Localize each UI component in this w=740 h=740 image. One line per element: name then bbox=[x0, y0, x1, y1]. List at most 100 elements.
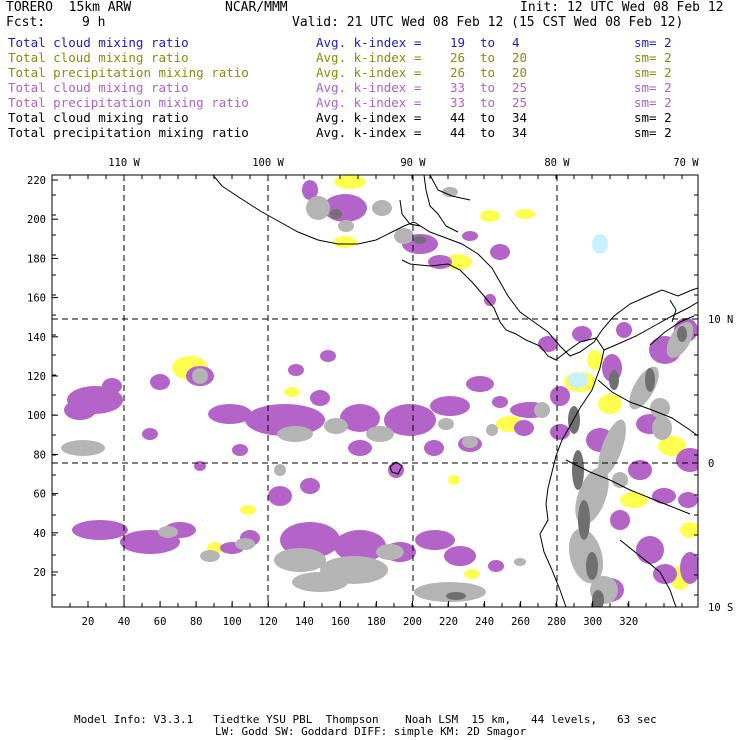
precip-purple-blob bbox=[652, 488, 676, 504]
precip-purple-blob bbox=[572, 326, 592, 342]
precip-purple-blob bbox=[488, 560, 504, 572]
cloud-gray-blob bbox=[438, 418, 454, 430]
field-shading bbox=[52, 175, 698, 607]
cloud-gray-blob bbox=[394, 228, 414, 244]
center-name: NCAR/MMM bbox=[225, 0, 288, 15]
cloud-gray-blob bbox=[158, 526, 178, 538]
precip-yellow-blob bbox=[448, 475, 460, 485]
precip-purple-blob bbox=[424, 440, 444, 456]
cloud-darkgray-blob bbox=[609, 370, 619, 390]
precip-purple-blob bbox=[348, 440, 372, 456]
legend-to: 20 bbox=[512, 50, 528, 65]
legend-avg: Avg. k-index = bbox=[316, 50, 422, 65]
precip-yellow-blob bbox=[658, 436, 686, 456]
x-tick-label: 140 bbox=[295, 616, 314, 628]
cloud-gray-blob bbox=[376, 544, 404, 560]
precip-purple-blob bbox=[444, 546, 476, 566]
cloud-darkgray-blob bbox=[592, 590, 604, 607]
legend-from: 44 bbox=[450, 125, 466, 140]
legend-to: 25 bbox=[512, 95, 528, 110]
precip-purple-blob bbox=[462, 231, 478, 241]
precip-purple-blob bbox=[678, 492, 698, 508]
legend-field: Total precipitation mixing ratio bbox=[8, 95, 249, 110]
legend-from: 26 bbox=[450, 50, 466, 65]
precip-purple-blob bbox=[302, 180, 318, 200]
init-time: Init: 12 UTC Wed 08 Feb 12 bbox=[520, 0, 724, 15]
precip-purple-blob bbox=[430, 396, 470, 416]
y-tick-label: 20 bbox=[33, 567, 46, 579]
graticule bbox=[52, 175, 698, 607]
legend-avg: Avg. k-index = bbox=[316, 65, 422, 80]
precip-purple-blob bbox=[415, 530, 455, 550]
precip-purple-blob bbox=[64, 400, 96, 420]
precip-purple-blob bbox=[466, 376, 494, 392]
cloud-gray-blob bbox=[306, 196, 330, 220]
legend-from: 26 bbox=[450, 65, 466, 80]
x-tick-label: 160 bbox=[331, 616, 350, 628]
legend-to-word: to bbox=[480, 95, 496, 110]
longitude-label: 70 W bbox=[673, 157, 699, 169]
cloud-gray-blob bbox=[414, 582, 486, 602]
longitude-label: 110 W bbox=[108, 157, 140, 169]
precip-purple-blob bbox=[150, 374, 170, 390]
cloud-lightblue-blob bbox=[592, 234, 608, 254]
y-tick-label: 80 bbox=[33, 449, 46, 461]
footer-physics-info: LW: Godd SW: Goddard DIFF: simple KM: 2D… bbox=[215, 725, 527, 738]
legend-to-word: to bbox=[480, 35, 496, 50]
precip-yellow-blob bbox=[240, 505, 256, 515]
cloud-gray-blob bbox=[462, 436, 478, 448]
x-tick-label: 80 bbox=[190, 616, 203, 628]
precip-purple-blob bbox=[492, 396, 508, 408]
precip-purple-blob bbox=[610, 510, 630, 530]
plot-frame bbox=[51, 174, 699, 608]
precip-purple-blob bbox=[320, 350, 336, 362]
x-tick-label: 20 bbox=[82, 616, 95, 628]
precip-purple-blob bbox=[636, 536, 664, 564]
legend-from: 33 bbox=[450, 95, 466, 110]
longitude-label: 100 W bbox=[252, 157, 284, 169]
legend-sm: sm= 2 bbox=[634, 35, 672, 50]
legend-row: Total cloud mixing ratio Avg. k-index = 19… bbox=[8, 35, 728, 50]
x-tick-label: 280 bbox=[547, 616, 566, 628]
cloud-darkgray-blob bbox=[677, 326, 687, 342]
y-tick-label: 140 bbox=[27, 332, 46, 344]
precip-yellow-blob bbox=[480, 210, 500, 222]
precip-purple-blob bbox=[628, 460, 652, 480]
precip-purple-blob bbox=[653, 564, 677, 584]
y-tick-label: 220 bbox=[27, 175, 46, 187]
precip-purple-blob bbox=[142, 428, 158, 440]
legend-to: 34 bbox=[512, 110, 528, 125]
precip-yellow-blob bbox=[334, 175, 366, 189]
cloud-gray-blob bbox=[200, 550, 220, 562]
precip-yellow-blob bbox=[598, 394, 622, 414]
precip-purple-blob bbox=[514, 420, 534, 436]
legend-row: Total precipitation mixing ratio Avg. k-i… bbox=[8, 125, 728, 140]
longitude-label: 80 W bbox=[544, 157, 570, 169]
legend-avg: Avg. k-index = bbox=[316, 80, 422, 95]
precip-purple-blob bbox=[334, 530, 386, 562]
y-tick-label: 200 bbox=[27, 214, 46, 226]
legend-to-word: to bbox=[480, 65, 496, 80]
cloud-darkgray-blob bbox=[578, 500, 590, 540]
precip-purple-blob bbox=[680, 552, 698, 584]
legend-from: 44 bbox=[450, 110, 466, 125]
precip-purple-blob bbox=[550, 424, 570, 440]
precip-yellow-blob bbox=[464, 569, 480, 579]
cloud-darkgray-blob bbox=[330, 209, 342, 219]
legend-from: 19 bbox=[450, 35, 466, 50]
y-tick-label: 60 bbox=[33, 489, 46, 501]
cloud-darkgray-blob bbox=[645, 368, 655, 392]
legend-avg: Avg. k-index = bbox=[316, 110, 422, 125]
y-tick-label: 160 bbox=[27, 293, 46, 305]
legend-to: 34 bbox=[512, 125, 528, 140]
precip-purple-blob bbox=[102, 378, 122, 394]
x-tick-label: 260 bbox=[511, 616, 530, 628]
model-title: TORERO 15km ARW bbox=[6, 0, 132, 15]
legend-to: 25 bbox=[512, 80, 528, 95]
legend-sm: sm= 2 bbox=[634, 95, 672, 110]
cloud-gray-blob bbox=[277, 426, 313, 442]
cloud-gray-blob bbox=[324, 418, 348, 434]
precip-yellow-blob bbox=[680, 522, 698, 538]
x-tick-label: 120 bbox=[259, 616, 278, 628]
